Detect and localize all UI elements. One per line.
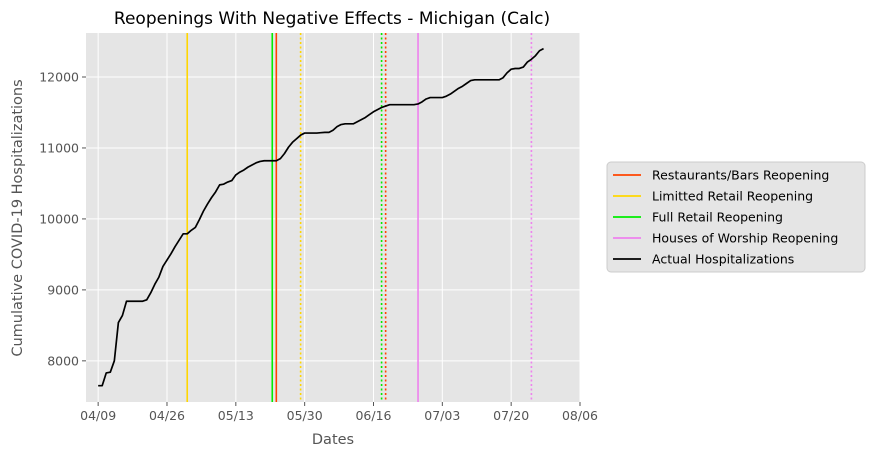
actual-hospitalizations-line	[98, 47, 544, 387]
x-tick-label: 04/09	[80, 408, 116, 423]
y-tick-label: 11000	[39, 140, 79, 155]
y-tick-label: 10000	[39, 211, 79, 226]
chart-title: Reopenings With Negative Effects - Michi…	[114, 9, 550, 29]
legend-label: Houses of Worship Reopening	[652, 231, 838, 246]
legend-label: Actual Hospitalizations	[652, 252, 794, 267]
x-tick-label: 05/13	[218, 408, 254, 423]
y-tick-label: 12000	[39, 69, 79, 84]
series-group	[98, 47, 544, 387]
x-axis-ticks: 04/09 04/26 05/13 05/30 06/16 07/03 07/20 08/06	[80, 402, 598, 423]
x-tick-label: 06/16	[355, 408, 391, 423]
x-tick-label: 08/06	[562, 408, 598, 423]
plot-area	[86, 33, 580, 402]
legend: Restaurants/Bars Reopening Limitted Retai…	[606, 161, 866, 273]
x-tick-label: 07/03	[424, 408, 460, 423]
x-axis-label: Dates	[312, 432, 354, 448]
y-axis-ticks: 8000 9000 10000 11000 12000	[39, 69, 86, 368]
y-tick-label: 9000	[47, 282, 79, 297]
legend-label: Full Retail Reopening	[652, 210, 783, 225]
gridlines	[86, 33, 581, 402]
y-axis-label: Cumulative COVID-19 Hospitalizations	[10, 79, 26, 356]
legend-label: Limitted Retail Reopening	[652, 189, 813, 204]
reopening-lines	[186, 33, 533, 402]
x-tick-label: 05/30	[287, 408, 323, 423]
y-tick-label: 8000	[47, 353, 79, 368]
legend-label: Restaurants/Bars Reopening	[652, 168, 829, 183]
x-tick-label: 07/20	[493, 408, 529, 423]
legend-box	[606, 161, 866, 273]
x-tick-label: 04/26	[149, 408, 185, 423]
